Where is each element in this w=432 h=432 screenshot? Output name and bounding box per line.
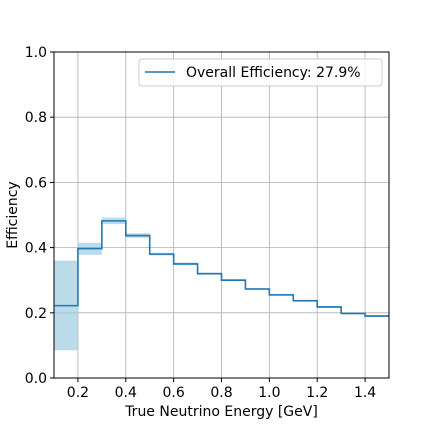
y-tick-label: 0.2	[25, 306, 47, 322]
ticks: 0.2 0.4 0.6 0.8 1.0 1.2 1.4 0.0 0.2 0.4 0.6 0.8 1.0	[25, 45, 377, 401]
x-tick-label: 1.4	[354, 385, 376, 401]
legend: Overall Efficiency: 27.9%	[138, 58, 383, 87]
data-lines	[54, 220, 389, 317]
x-tick-label: 1.0	[258, 385, 280, 401]
y-tick-label: 0.0	[25, 371, 47, 387]
x-tick-label: 1.2	[306, 385, 328, 401]
y-axis-label: Efficiency	[5, 181, 21, 248]
y-tick-label: 0.8	[25, 110, 47, 126]
y-tick-label: 0.4	[25, 241, 47, 257]
legend-box	[138, 58, 383, 87]
x-tick-label: 0.4	[115, 385, 137, 401]
y-tick-label: 1.0	[25, 45, 47, 61]
x-axis-label: True Neutrino Energy [GeV]	[124, 404, 318, 420]
x-tick-label: 0.8	[210, 385, 232, 401]
x-tick-label: 0.6	[163, 385, 185, 401]
legend-label: Overall Efficiency: 27.9%	[186, 65, 361, 81]
y-tick-label: 0.6	[25, 175, 47, 191]
x-tick-label: 0.2	[67, 385, 89, 401]
efficiency-step-line	[54, 220, 389, 317]
